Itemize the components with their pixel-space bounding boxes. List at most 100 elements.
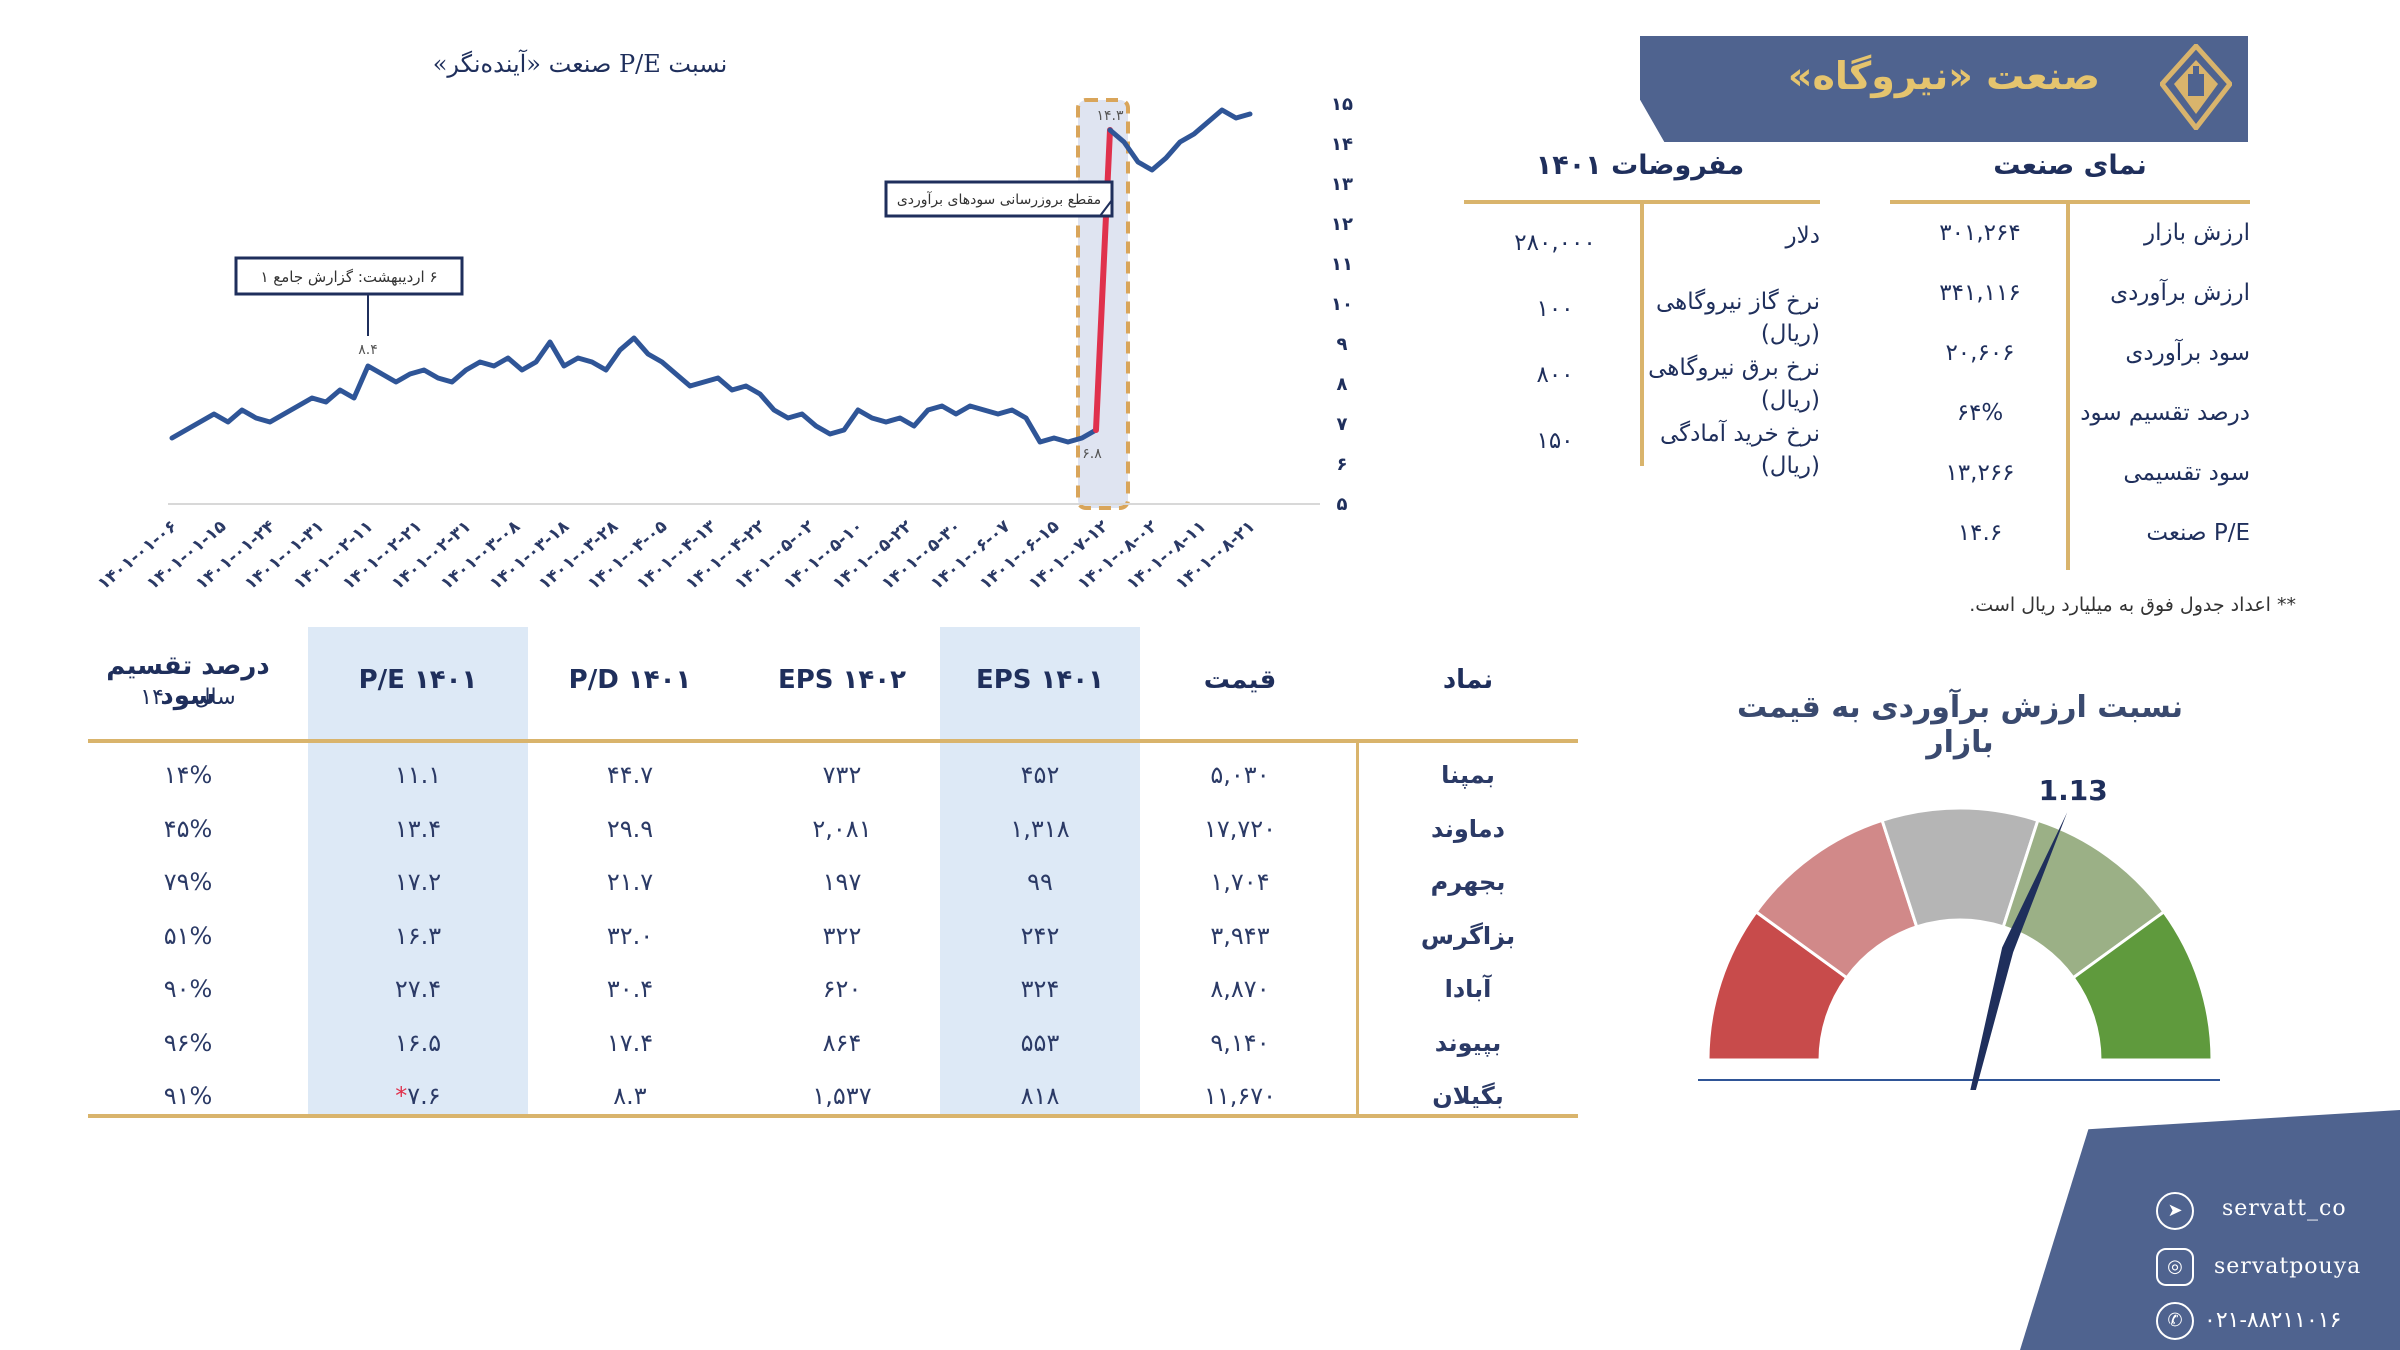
y-tick-label: ۵ bbox=[1337, 494, 1348, 515]
cell-pd1401: ۲۱.۷ bbox=[606, 868, 654, 896]
assumption-value: ۱۰۰ bbox=[1536, 296, 1574, 322]
y-tick-label: ۶ bbox=[1337, 454, 1348, 475]
gauge-title: نسبت ارزش برآوردی به قیمت بازار bbox=[1736, 690, 2184, 760]
series-line-0 bbox=[169, 335, 1099, 445]
overview-label: ارزش بازار bbox=[2143, 220, 2250, 246]
y-tick-label: ۷ bbox=[1337, 414, 1348, 435]
cell-symbol: بجهرم bbox=[1430, 868, 1506, 896]
annotation-report-text: ۶ اردیبهشت: گزارش جامع ۱ bbox=[260, 268, 437, 286]
cell-eps1402: ۳۲۲ bbox=[822, 921, 862, 950]
cell-eps1401: ۸۱۸ bbox=[1020, 1082, 1060, 1110]
x-axis: ۱۴۰۱-۰۱-۰۶۱۴۰۱-۰۱-۱۵۱۴۰۱-۰۱-۲۴۱۴۰۱-۰۱-۳۱… bbox=[94, 516, 1259, 594]
table-row[interactable]: آبادا ۸,۸۷۰ ۳۲۴ ۶۲۰ ۳۰.۴ ۲۷.۴ ۹۰% bbox=[88, 969, 1578, 1013]
cell-pe1401: *۷.۶ bbox=[308, 1082, 528, 1110]
y-tick-label: ۸ bbox=[1337, 374, 1348, 395]
table-row[interactable]: بپیوند ۹,۱۴۰ ۵۵۳ ۸۶۴ ۱۷.۴ ۱۶.۵ ۹۶% bbox=[88, 1023, 1578, 1067]
cell-pd1401: ۸.۳ bbox=[613, 1082, 647, 1110]
column-header-symbol: نماد bbox=[1442, 665, 1494, 695]
assumptions-divider bbox=[1464, 200, 1820, 204]
overview-label: درصد تقسیم سود bbox=[2080, 400, 2250, 426]
flag-asterisk: * bbox=[395, 1082, 408, 1110]
gauge-zone-4 bbox=[2071, 909, 2214, 1062]
overview-divider bbox=[1890, 200, 2250, 204]
footnote: ** اعداد جدول فوق به میلیارد ریال است. bbox=[1969, 594, 2296, 616]
table-row[interactable]: بمپنا ۵,۰۳۰ ۴۵۲ ۷۳۲ ۴۴.۷ ۱۱.۱ ۱۴% bbox=[88, 755, 1578, 799]
cell-price: ۹,۱۴۰ bbox=[1210, 1028, 1270, 1057]
chart-title: نسبت P/E صنعت «آینده‌نگر» bbox=[433, 49, 728, 78]
cell-symbol: دماوند bbox=[1431, 814, 1505, 843]
annotations: ۶ اردیبهشت: گزارش جامع ۱ ۸.۴ مقطع بروزرسان… bbox=[234, 108, 1124, 462]
cell-payout: ۹۶% bbox=[163, 1028, 213, 1057]
phone-number[interactable]: ۰۲۱-۸۸۲۱۱۰۱۶ bbox=[2204, 1308, 2342, 1333]
annotation-report-value: ۸.۴ bbox=[358, 342, 378, 358]
column-header-eps1401: EPS ۱۴۰۱ bbox=[975, 665, 1105, 695]
cell-price: ۵,۰۳۰ bbox=[1210, 761, 1270, 789]
cell-eps1401: ۹۹ bbox=[1027, 868, 1053, 896]
cell-eps1401: ۵۵۳ bbox=[1020, 1028, 1060, 1057]
overview-label: ارزش برآوردی bbox=[2110, 280, 2250, 306]
cell-symbol: بگیلان bbox=[1432, 1082, 1504, 1110]
table-header-divider bbox=[88, 739, 1578, 743]
overview-column-divider bbox=[2066, 204, 2070, 570]
cell-symbol: بپیوند bbox=[1434, 1028, 1502, 1057]
table-row[interactable]: بزاگرس ۳,۹۴۳ ۲۴۲ ۳۲۲ ۳۲.۰ ۱۶.۳ ۵۱% bbox=[88, 916, 1578, 960]
y-tick-label: ۱۲ bbox=[1331, 214, 1353, 235]
column-header-pe1401: P/E ۱۴۰۱ bbox=[358, 665, 478, 695]
cell-price: ۱۱,۶۷۰ bbox=[1203, 1082, 1277, 1110]
phone-icon[interactable]: ✆ bbox=[2156, 1302, 2194, 1340]
cell-price: ۱,۷۰۴ bbox=[1210, 868, 1270, 896]
cell-symbol: بمپنا bbox=[1441, 761, 1495, 789]
instagram-icon[interactable]: ◎ bbox=[2156, 1248, 2194, 1286]
cell-eps1401: ۴۵۲ bbox=[1020, 761, 1060, 789]
annotation-update-low: ۶.۸ bbox=[1082, 446, 1102, 462]
cell-symbol: آبادا bbox=[1444, 975, 1492, 1003]
cell-pd1401: ۲۹.۹ bbox=[606, 814, 654, 843]
telegram-icon[interactable]: ➤ bbox=[2156, 1192, 2194, 1230]
cell-pd1401: ۴۴.۷ bbox=[606, 761, 654, 789]
annotation-box-update bbox=[884, 180, 1114, 218]
cell-price: ۸,۸۷۰ bbox=[1210, 975, 1270, 1003]
instagram-handle[interactable]: servatpouya bbox=[2214, 1254, 2362, 1279]
stocks-table: نماد قیمت EPS ۱۴۰۱ EPS ۱۴۰۲ P/D ۱۴۰۱ P/E ۱۴۰۱… bbox=[88, 627, 1578, 1122]
cell-pe1401: ۱۶.۵ bbox=[394, 1028, 442, 1057]
cell-value: ۷.۶ bbox=[407, 1082, 441, 1110]
assumption-label: دلار bbox=[1785, 223, 1820, 249]
assumption-value: ۲۸۰,۰۰۰ bbox=[1514, 230, 1596, 256]
cell-eps1401: ۳۲۴ bbox=[1020, 975, 1060, 1003]
page-title: صنعت «نیروگاه» bbox=[1787, 54, 2100, 98]
assumption-value: ۸۰۰ bbox=[1536, 362, 1574, 388]
annotation-update-text: مقطع بروزرسانی سودهای برآوردی bbox=[897, 191, 1101, 208]
gauge-value-label: 1.13 bbox=[2039, 774, 2108, 807]
y-tick-label: ۱۰ bbox=[1331, 294, 1353, 315]
cell-pe1401: ۲۷.۴ bbox=[394, 975, 442, 1003]
cell-payout: ۱۴% bbox=[163, 761, 213, 789]
cell-price: ۳,۹۴۳ bbox=[1210, 921, 1270, 950]
table-row[interactable]: بجهرم ۱,۷۰۴ ۹۹ ۱۹۷ ۲۱.۷ ۱۷.۲ ۷۹% bbox=[88, 862, 1578, 906]
cell-pd1401: ۳۰.۴ bbox=[606, 975, 654, 1003]
cell-payout: ۵۱% bbox=[163, 921, 213, 950]
column-header-eps1402: EPS ۱۴۰۲ bbox=[777, 665, 907, 695]
company-logo bbox=[2158, 42, 2234, 133]
table-row[interactable]: بگیلان ۱۱,۶۷۰ ۸۱۸ ۱,۵۳۷ ۸.۳ *۷.۶ ۹۱% bbox=[88, 1076, 1578, 1120]
ratio-gauge: 1.13 bbox=[1698, 774, 2220, 1090]
overview-value: ۳۰۱,۲۶۴ bbox=[1939, 220, 2021, 246]
series-line-1 bbox=[1093, 127, 1113, 433]
annotation-box-report bbox=[234, 256, 464, 296]
table-row[interactable]: دماوند ۱۷,۷۲۰ ۱,۳۱۸ ۲,۰۸۱ ۲۹.۹ ۱۳.۴ ۴۵% bbox=[88, 809, 1578, 853]
series-line-2 bbox=[1107, 107, 1253, 173]
y-tick-label: ۱۵ bbox=[1331, 94, 1353, 115]
telegram-handle[interactable]: servatt_co bbox=[2222, 1196, 2347, 1221]
overview-value: ۱۴.۶ bbox=[1957, 520, 2003, 546]
header-banner bbox=[1640, 36, 2248, 142]
cell-pd1401: ۳۲.۰ bbox=[606, 921, 654, 950]
cell-payout: ۹۱% bbox=[163, 1082, 213, 1110]
cell-eps1401: ۱,۳۱۸ bbox=[1010, 814, 1070, 843]
annotation-update-leader bbox=[1099, 199, 1113, 217]
y-axis: ۵ ۶ ۷ ۸ ۹ ۱۰ ۱۱ ۱۲ ۱۳ ۱۴ ۱۵ bbox=[1331, 94, 1353, 515]
column-highlight bbox=[308, 627, 528, 1114]
column-header-payout-year: سال ۱۴۰۰ bbox=[140, 685, 236, 710]
cell-pe1401: ۱۶.۳ bbox=[394, 921, 442, 950]
cell-eps1402: ۶۲۰ bbox=[822, 975, 862, 1003]
overview-label: سود برآوردی bbox=[2125, 340, 2250, 366]
assumptions-column-divider bbox=[1640, 204, 1644, 466]
